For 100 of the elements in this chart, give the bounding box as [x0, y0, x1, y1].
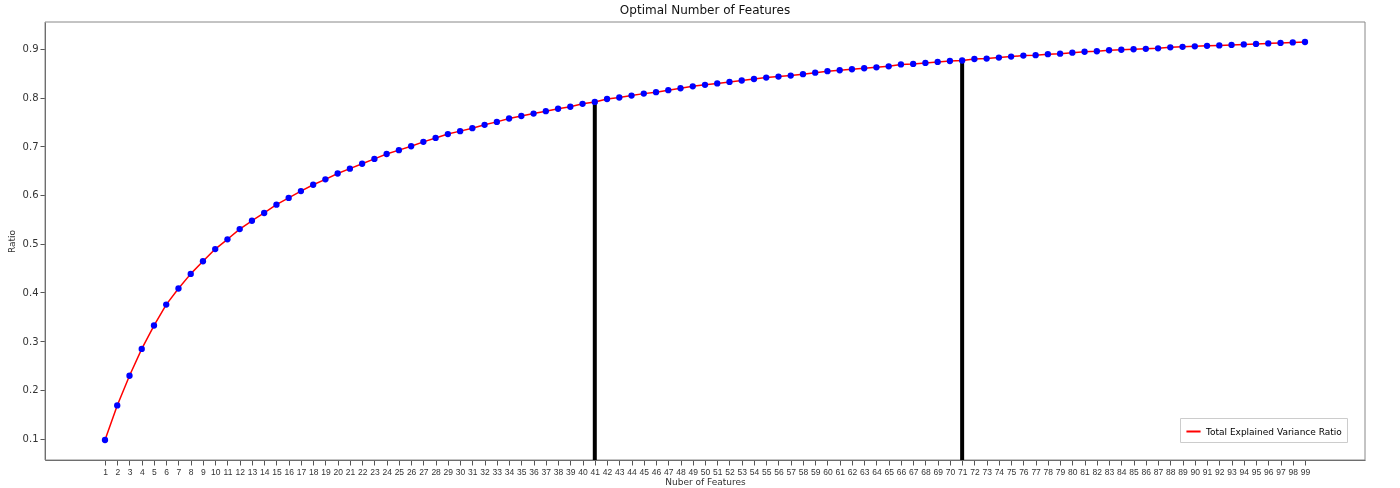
x-tick-label: 26 [406, 466, 417, 477]
x-tick-label: 80 [1068, 466, 1078, 477]
x-tick-label: 4 [139, 466, 145, 477]
x-tick-label: 55 [761, 466, 772, 477]
chart-title: Optimal Number of Features [619, 2, 791, 17]
x-tick-label: 94 [1239, 466, 1250, 477]
x-tick-label: 44 [627, 466, 638, 477]
x-tick-label: 54 [749, 466, 760, 477]
x-tick-label: 33 [492, 466, 503, 477]
x-tick-label: 42 [602, 466, 613, 477]
x-tick-label: 10 [210, 466, 221, 477]
x-tick-label: 23 [370, 466, 380, 477]
x-tick-label: 35 [517, 466, 527, 477]
x-tick-label: 25 [394, 466, 405, 477]
y-tick-label: 0.5 [22, 238, 39, 250]
x-tick-label: 86 [1141, 466, 1152, 477]
x-tick-label: 7 [176, 466, 182, 477]
x-tick-label: 9 [201, 466, 207, 477]
x-tick-label: 46 [651, 466, 662, 477]
x-tick-label: 50 [700, 466, 711, 477]
x-tick-label: 61 [835, 466, 846, 477]
x-tick-label: 52 [725, 466, 735, 477]
x-tick-label: 91 [1202, 466, 1213, 477]
x-tick-label: 30 [455, 466, 466, 477]
x-axis-title: Nuber of Features [665, 477, 747, 487]
x-tick-label: 24 [382, 466, 393, 477]
x-tick-label: 38 [553, 466, 564, 477]
x-tick-label: 69 [933, 466, 944, 477]
y-tick-label: 0.8 [22, 92, 39, 104]
x-tick-label: 15 [272, 466, 282, 477]
x-tick-label: 28 [431, 466, 442, 477]
x-tick-label: 32 [480, 466, 491, 477]
x-tick-label: 90 [1190, 466, 1201, 477]
x-tick-label: 85 [1129, 466, 1140, 477]
x-tick-label: 45 [639, 466, 650, 477]
x-tick-label: 67 [908, 466, 919, 477]
x-tick-label: 89 [1178, 466, 1189, 477]
x-tick-label: 12 [235, 466, 246, 477]
x-tick-label: 14 [259, 466, 270, 477]
y-tick-label: 0.3 [22, 335, 39, 347]
y-tick-label: 0.7 [22, 140, 39, 152]
x-tick-label: 17 [296, 466, 307, 477]
y-tick-label: 0.6 [22, 189, 39, 201]
x-tick-label: 97 [1276, 466, 1286, 477]
x-tick-label: 51 [713, 466, 723, 477]
x-tick-label: 47 [664, 466, 674, 477]
y-tick-label: 0.2 [22, 384, 39, 396]
x-tick-label: 75 [1006, 466, 1017, 477]
x-tick-label: 72 [970, 466, 980, 477]
x-tick-label: 62 [847, 466, 858, 477]
y-axis-title: Ratio [6, 229, 17, 254]
x-tick-label: 74 [994, 466, 1005, 477]
x-tick-label: 16 [284, 466, 295, 477]
x-tick-label: 63 [859, 466, 870, 477]
x-tick-label: 41 [590, 466, 601, 477]
x-tick-label: 68 [921, 466, 931, 477]
x-tick-label: 60 [823, 466, 833, 477]
x-tick-label: 31 [468, 466, 478, 477]
x-tick-label: 29 [443, 466, 454, 477]
x-tick-label: 37 [541, 466, 552, 477]
y-tick-label: 0.9 [22, 43, 39, 55]
x-tick-label: 20 [333, 466, 344, 477]
x-tick-label: 81 [1080, 466, 1091, 477]
legend-label: Total Explained Variance Ratio [1205, 426, 1343, 437]
x-tick-label: 87 [1153, 466, 1164, 477]
x-tick-label: 64 [872, 466, 882, 477]
x-tick-label: 27 [419, 466, 429, 477]
x-tick-label: 70 [945, 466, 956, 477]
y-tick-label: 0.1 [22, 433, 39, 445]
x-tick-label: 84 [1117, 466, 1127, 477]
x-tick-label: 77 [1031, 466, 1042, 477]
x-tick-label: 5 [152, 466, 158, 477]
x-tick-label: 56 [774, 466, 784, 477]
x-tick-label: 48 [676, 466, 686, 477]
x-tick-label: 40 [578, 466, 589, 477]
x-tick-label: 8 [188, 466, 194, 477]
x-tick-label: 22 [357, 466, 368, 477]
x-tick-label: 71 [957, 466, 968, 477]
x-tick-label: 18 [308, 466, 319, 477]
x-tick-label: 19 [321, 466, 331, 477]
x-tick-label: 57 [786, 466, 797, 477]
x-tick-label: 76 [1019, 466, 1029, 477]
x-tick-label: 73 [982, 466, 993, 477]
x-tick-label: 66 [896, 466, 907, 477]
x-tick-label: 93 [1227, 466, 1238, 477]
x-tick-label: 11 [223, 466, 233, 477]
x-tick-label: 92 [1215, 466, 1225, 477]
x-tick-label: 96 [1264, 466, 1274, 477]
y-tick-label: 0.4 [22, 286, 39, 298]
x-tick-label: 1 [103, 466, 109, 477]
x-tick-label: 6 [164, 466, 170, 477]
x-tick-label: 79 [1055, 466, 1066, 477]
x-tick-label: 78 [1043, 466, 1054, 477]
x-tick-label: 21 [345, 466, 356, 477]
x-tick-label: 83 [1104, 466, 1115, 477]
x-tick-label: 2 [115, 466, 121, 477]
x-tick-label: 98 [1288, 466, 1299, 477]
x-tick-label: 36 [529, 466, 540, 477]
x-tick-label: 34 [504, 466, 515, 477]
x-tick-label: 82 [1092, 466, 1103, 477]
